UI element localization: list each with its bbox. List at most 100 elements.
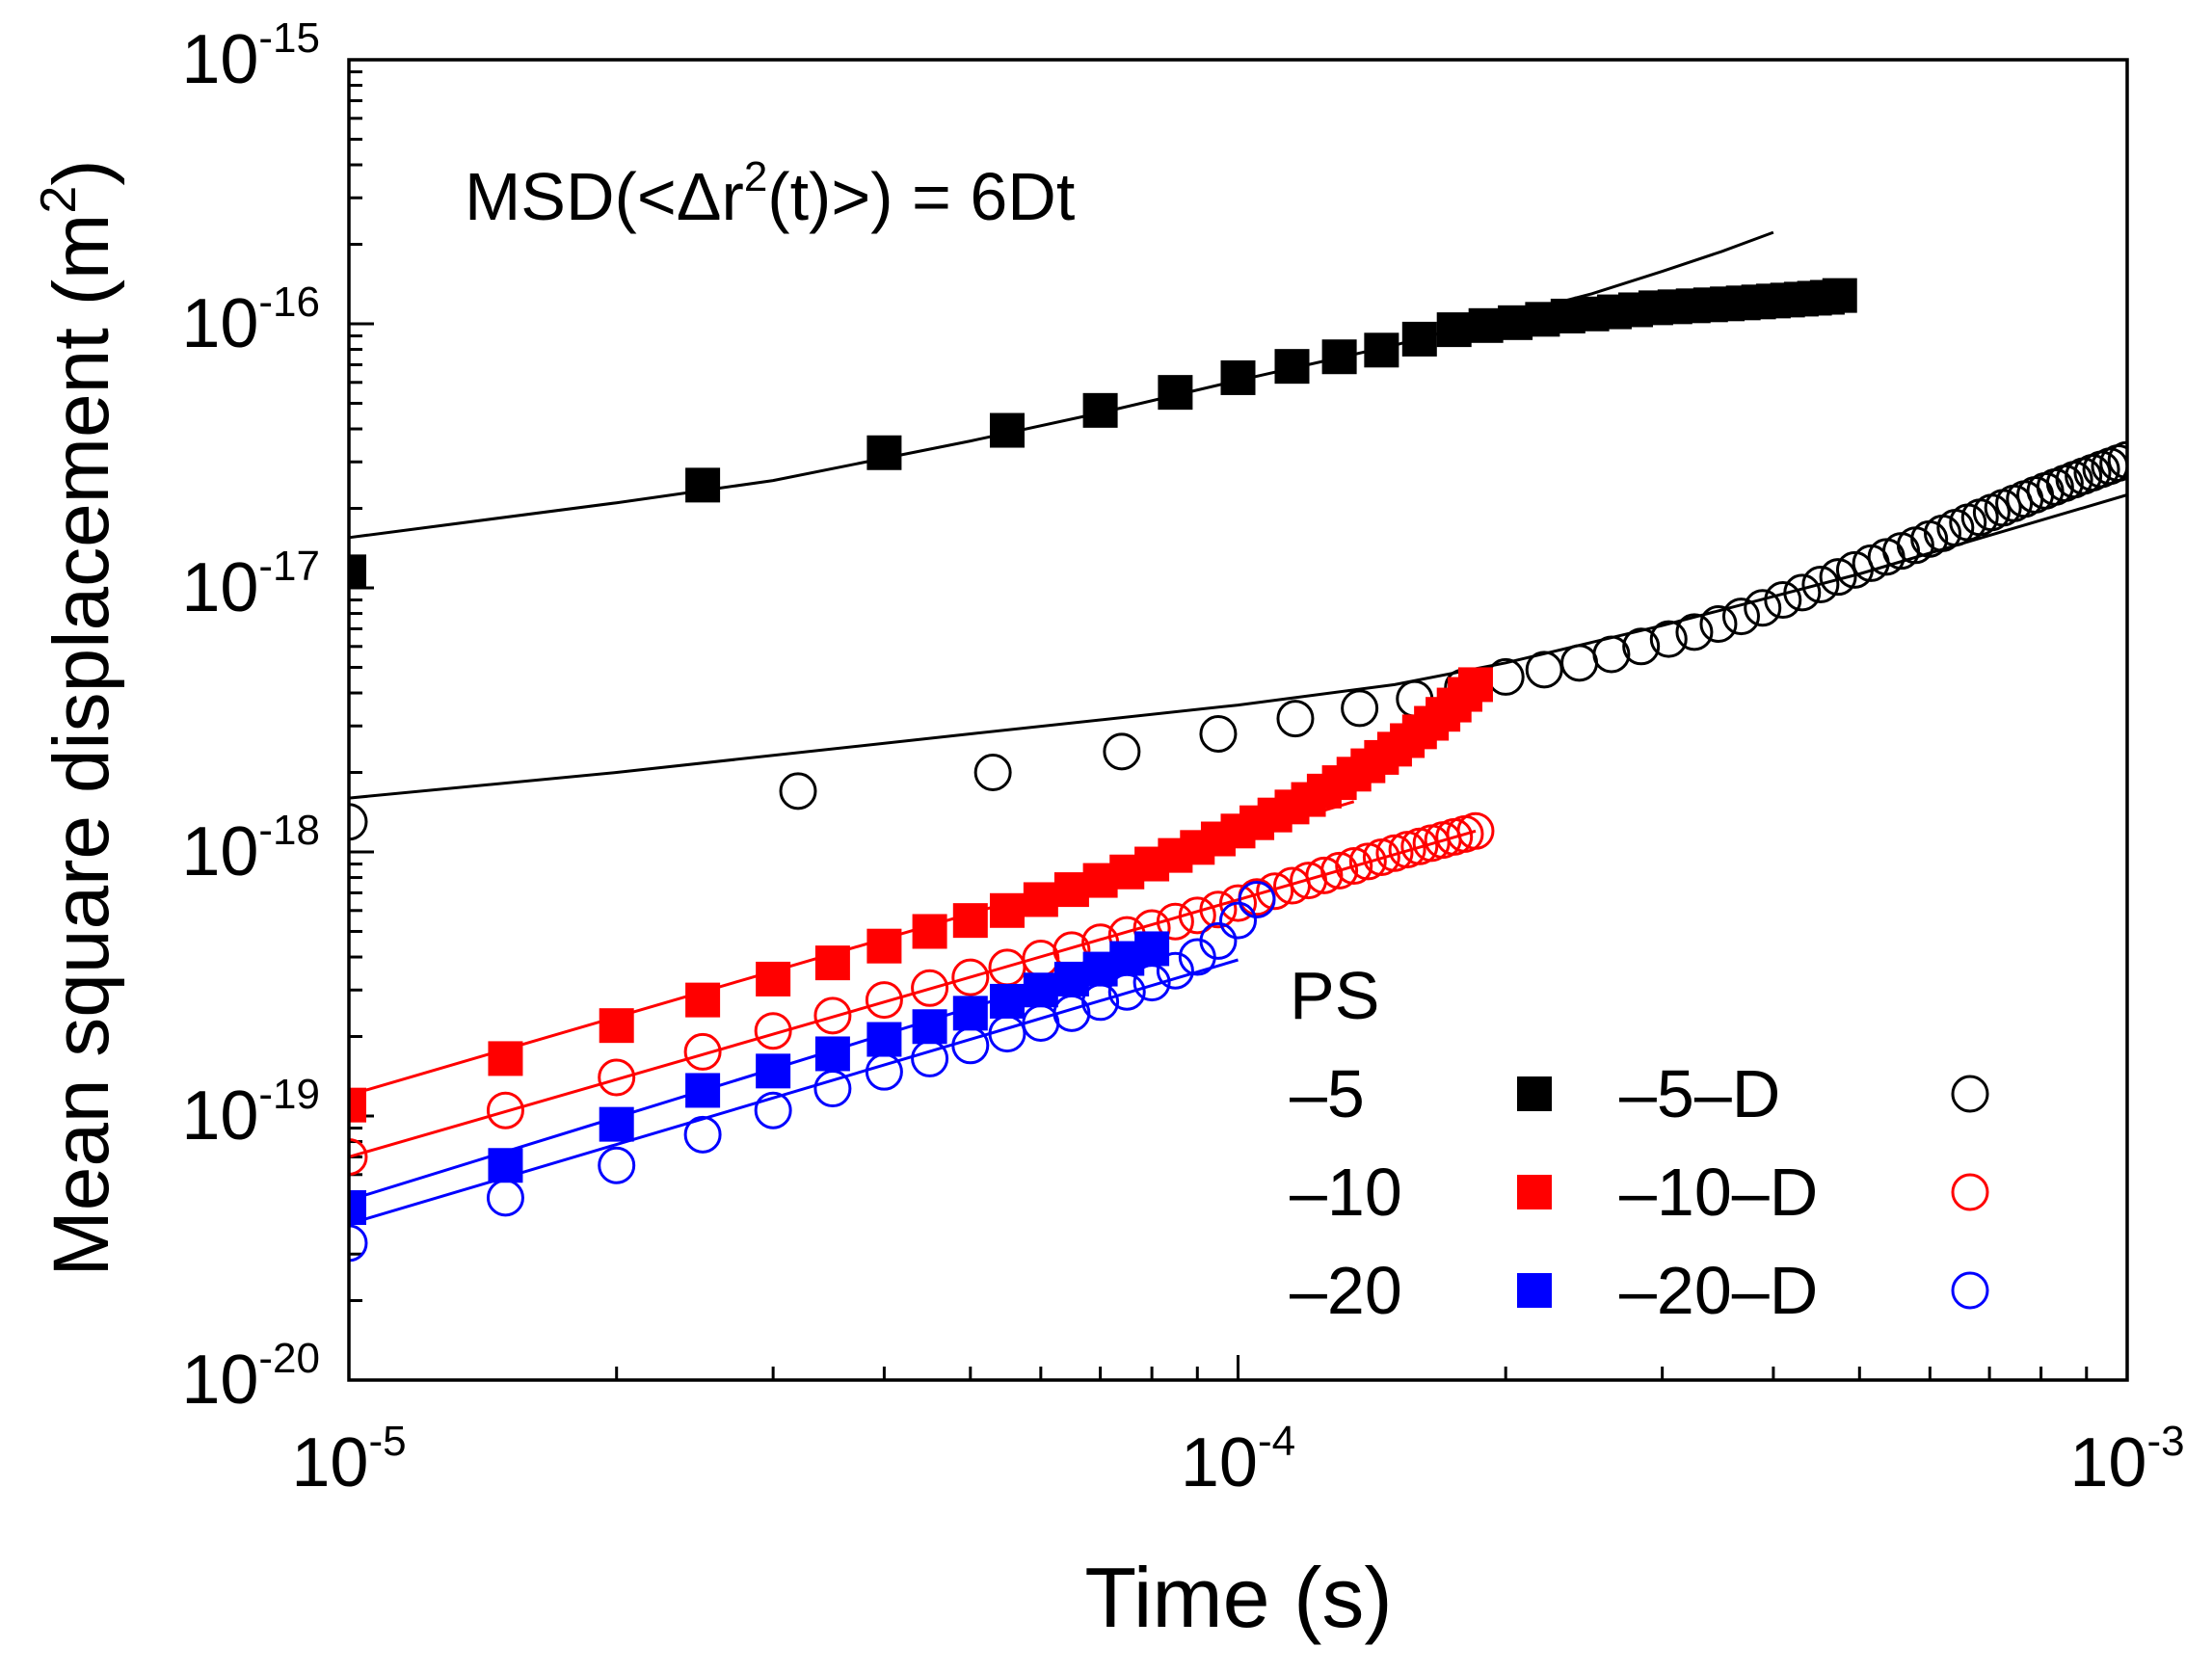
legend-label-filled: –5 <box>1290 1056 1365 1131</box>
y-tick-label: 10-20 <box>181 1335 320 1419</box>
legend-label-filled: –10 <box>1290 1155 1402 1230</box>
data-point <box>599 1008 634 1044</box>
legend-marker-open <box>1951 1271 1989 1310</box>
data-point <box>951 1026 990 1065</box>
data-point <box>1801 565 1840 603</box>
data-point <box>813 996 852 1035</box>
data-point <box>1081 983 1120 1022</box>
equation-prefix: MSD(<Δr <box>465 159 744 234</box>
data-point <box>1675 613 1714 651</box>
data-point <box>989 983 1025 1019</box>
plot-frame <box>347 58 2129 1382</box>
series-s-20D <box>349 880 1276 1262</box>
data-point <box>1134 931 1170 967</box>
data-point <box>1199 921 1238 960</box>
data-point <box>1320 851 1359 890</box>
legend-label-open: –10–D <box>1619 1155 1818 1230</box>
x-tick-label: 10-3 <box>2069 1418 2184 1501</box>
data-point <box>1819 558 1857 597</box>
x-tick-base: 10 <box>2069 1424 2146 1501</box>
data-point <box>779 772 817 810</box>
data-point <box>685 467 721 503</box>
x-tick-exponent: -3 <box>2146 1418 2184 1465</box>
y-tick-exponent: -20 <box>258 1335 320 1382</box>
data-point <box>349 1087 366 1123</box>
data-point <box>1335 847 1373 886</box>
data-point <box>1022 940 1060 978</box>
data-point <box>1321 339 1357 375</box>
y-tick-base: 10 <box>181 1342 258 1419</box>
data-point <box>1764 581 1802 620</box>
data-point <box>1133 964 1171 1002</box>
data-point <box>598 1058 636 1097</box>
data-point <box>1622 627 1661 666</box>
legend-title: PS <box>1290 958 1379 1033</box>
data-point <box>814 945 850 981</box>
y-axis-label-main: Mean square displacement (m <box>38 214 125 1277</box>
data-point <box>1156 951 1194 990</box>
data-point <box>349 803 368 841</box>
data-point <box>1822 278 1857 313</box>
data-point <box>866 928 902 964</box>
data-point <box>989 412 1025 448</box>
equation-suffix: (t)>) = 6Dt <box>767 159 1075 234</box>
data-point <box>349 554 366 590</box>
data-point <box>865 981 903 1020</box>
data-point <box>488 1041 523 1076</box>
x-tick-labels: 10-5 10-4 10-3 <box>291 1418 2184 1501</box>
data-point <box>1156 902 1194 941</box>
y-tick-base: 10 <box>181 21 258 98</box>
data-point <box>1436 312 1472 348</box>
data-point <box>486 1091 524 1129</box>
equation-annotation: MSD(<Δr2(t)>) = 6Dt <box>465 153 1075 234</box>
data-point <box>1364 332 1399 368</box>
x-tick-base: 10 <box>1181 1424 1258 1501</box>
y-axis-label-sup: 2 <box>31 186 87 214</box>
y-tick-label: 10-15 <box>181 14 320 98</box>
series-s-20 <box>349 931 1170 1226</box>
data-point <box>989 892 1025 928</box>
data-point <box>1256 872 1294 911</box>
y-tick-exponent: -19 <box>258 1071 320 1118</box>
data-point <box>814 1036 850 1072</box>
data-point <box>1199 890 1238 929</box>
data-point <box>349 1137 368 1176</box>
data-point <box>1525 651 1563 689</box>
data-point <box>1468 307 1504 343</box>
y-tick-exponent: -17 <box>258 543 320 590</box>
data-point <box>1456 811 1495 850</box>
data-point <box>1699 604 1738 643</box>
data-point <box>1348 842 1387 881</box>
y-tick-exponent: -15 <box>258 14 320 62</box>
data-point <box>349 1190 366 1226</box>
data-point <box>1835 550 1874 589</box>
data-point <box>349 1224 368 1262</box>
data-point <box>988 948 1026 987</box>
legend-marker-filled <box>1517 1273 1552 1308</box>
legend-marker-open <box>1951 1075 1989 1113</box>
y-tick-label: 10-19 <box>181 1071 320 1155</box>
data-point <box>1375 834 1414 872</box>
data-point <box>865 1052 903 1091</box>
data-point <box>1023 972 1058 1008</box>
y-tick-exponent: -16 <box>258 279 320 326</box>
fit-5-line <box>348 230 1774 540</box>
data-point <box>813 1070 852 1108</box>
data-point <box>988 1015 1026 1053</box>
data-point <box>1486 657 1525 696</box>
legend-label-open: –5–D <box>1619 1056 1780 1131</box>
data-point <box>1022 1004 1060 1043</box>
y-tick-base: 10 <box>181 549 258 626</box>
data-point <box>1053 994 1091 1032</box>
data-point <box>866 1022 902 1057</box>
y-tick-base: 10 <box>181 813 258 890</box>
y-axis-label-close: ) <box>38 159 125 185</box>
data-point <box>911 969 949 1007</box>
data-point <box>1023 882 1058 917</box>
data-point <box>599 1106 634 1142</box>
y-tick-label: 10-16 <box>181 279 320 362</box>
data-point <box>1219 901 1257 940</box>
